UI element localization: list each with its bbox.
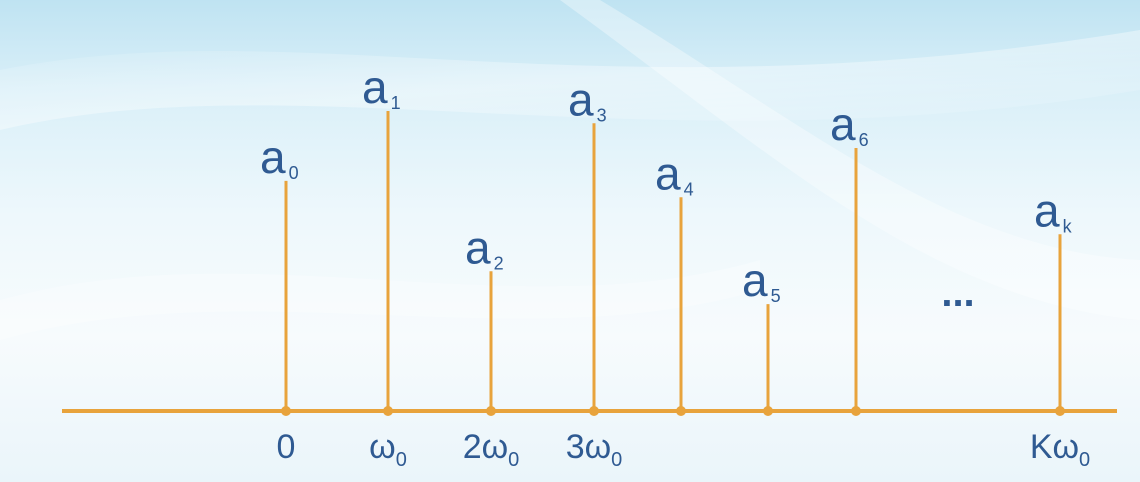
axis-point-k [1055, 406, 1065, 416]
axis-tick-labels: 0 ω0 2ω0 3ω0 Kω0 [277, 428, 1091, 471]
axis-point-5 [763, 406, 773, 416]
tick-label-1: ω0 [369, 428, 407, 471]
tick-label-3: 3ω0 [566, 428, 623, 471]
ellipsis-label: ... [941, 271, 974, 315]
tick-label-0: 0 [277, 428, 296, 466]
axis-point-1 [383, 406, 393, 416]
axis-point-2 [486, 406, 496, 416]
background-swooshes [0, 30, 1140, 130]
axis-point-4 [676, 406, 686, 416]
tick-label-7: Kω0 [1030, 428, 1090, 471]
tick-label-2: 2ω0 [463, 428, 520, 471]
axis-point-6 [851, 406, 861, 416]
axis-point-3 [589, 406, 599, 416]
axis-point-0 [281, 406, 291, 416]
